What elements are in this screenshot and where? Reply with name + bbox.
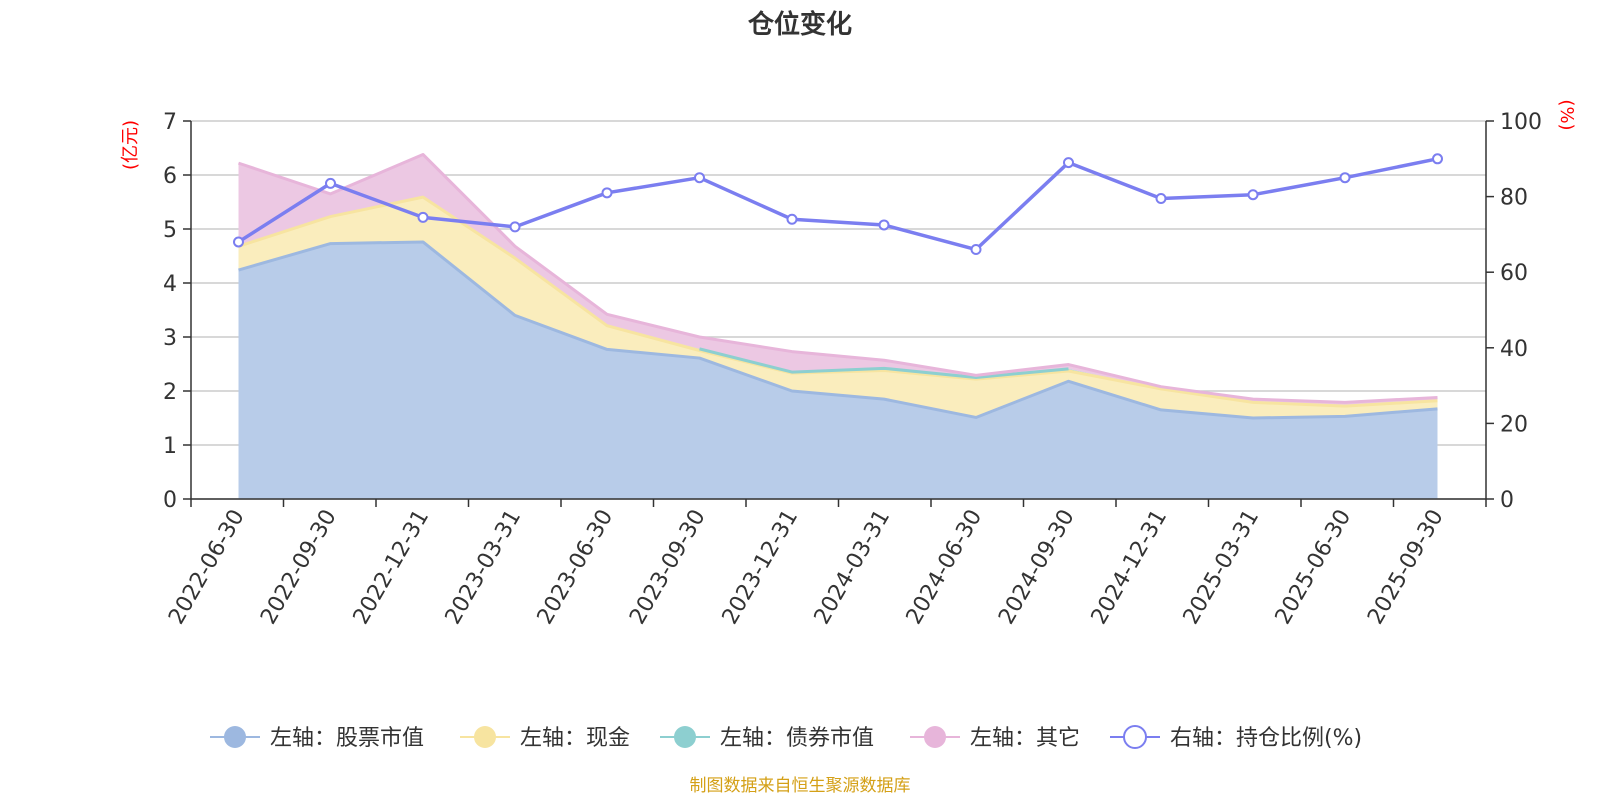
legend-item: 左轴：其它 [910,726,1080,751]
left-axis-tick-label: 6 [163,164,177,189]
left-axis-tick-label: 3 [163,326,177,351]
x-axis-tick-label: 2025-03-31 [1179,506,1265,629]
left-axis-tick-label: 7 [163,110,177,135]
legend-label: 左轴：债券市值 [720,726,874,751]
x-axis-tick-label: 2022-09-30 [256,506,342,629]
legend-label: 右轴：持仓比例(%) [1170,726,1362,751]
legend-label: 左轴：其它 [970,726,1080,751]
x-axis-tick-label: 2023-12-31 [718,506,804,629]
legend-marker [674,726,696,748]
stacked-areas [238,154,1438,499]
area-1 [238,197,1438,418]
series-line-1 [238,195,1438,408]
legend-marker-hollow [1123,725,1147,749]
x-axis-tick-label: 2024-03-31 [810,506,896,629]
holding-ratio-point [233,236,244,248]
data-source-note: 制图数据来自恒生聚源数据库 [690,776,911,796]
right-axis-tick-label: 20 [1500,412,1528,437]
holding-ratio-point [1063,157,1074,169]
left-axis-tick-label: 4 [163,272,177,297]
holding-ratio-point [1155,192,1167,204]
legend-item: 右轴：持仓比例(%) [1110,725,1362,751]
area-0 [238,241,1438,499]
holding-ratio-point [1432,153,1443,165]
right-axis-tick-label: 100 [1500,110,1542,135]
x-axis-tick-label: 2025-06-30 [1271,506,1357,629]
x-axis-tick-label: 2024-06-30 [902,506,988,629]
x-axis-tick-label: 2023-09-30 [625,506,711,629]
series-line-3 [238,152,1438,404]
legend-label: 左轴：股票市值 [270,726,424,751]
holding-ratio-point [694,172,705,184]
holding-ratio-point [417,211,429,223]
left-axis-tick-label: 2 [163,380,177,405]
legend-item: 左轴：现金 [460,726,630,751]
x-axis-tick-label: 2022-06-30 [164,506,250,629]
x-axis-tick-label: 2023-03-31 [441,506,527,629]
right-axis-unit: (%) [1556,99,1577,130]
legend-marker [924,726,946,748]
right-axis-tick-label: 40 [1500,337,1528,362]
legend-marker [224,726,246,748]
legend-item: 左轴：股票市值 [210,726,424,751]
right-axis-tick-label: 80 [1500,186,1528,211]
left-axis-tick-label: 1 [163,434,177,459]
holding-ratio-point [878,219,890,231]
right-axis-tick-label: 0 [1500,488,1514,513]
holding-ratio-point [601,187,613,199]
left-axis-tick-label: 5 [163,218,177,243]
holding-ratio-point [970,244,982,256]
holding-ratio-point [325,177,336,189]
legend: 左轴：股票市值 左轴：现金 左轴：债券市值 左轴：其它 右轴：持仓比例(%) [210,725,1362,751]
holding-ratio-point [509,221,521,233]
right-axis-tick-label: 60 [1500,261,1528,286]
legend-label: 左轴：现金 [520,726,630,751]
x-axis-tick-label: 2024-12-31 [1087,506,1173,629]
x-axis-tick-label: 2025-09-30 [1363,506,1449,629]
x-axis-tick-label: 2022-12-31 [349,506,435,629]
series-line-0 [238,240,1438,420]
series-line-2 [699,347,1069,379]
legend-marker [474,726,496,748]
holding-ratio-point [1247,189,1259,201]
left-axis-tick-label: 0 [163,488,177,513]
chart-title: 仓位变化 [747,9,852,40]
holding-ratio-point [786,213,798,225]
holding-ratio-line [237,157,1438,252]
series-lines [233,152,1443,420]
holding-ratio-point [1339,172,1351,184]
x-axis-tick-label: 2023-06-30 [533,506,619,629]
legend-item: 左轴：债券市值 [660,726,874,751]
x-axis-tick-label: 2024-09-30 [994,506,1080,629]
left-axis-unit: (亿元) [120,120,141,170]
